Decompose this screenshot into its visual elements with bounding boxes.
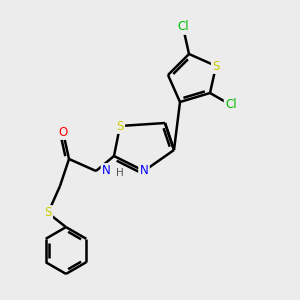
Text: S: S (212, 59, 220, 73)
Text: Cl: Cl (225, 98, 237, 112)
Text: S: S (44, 206, 52, 220)
Text: O: O (58, 125, 68, 139)
Text: S: S (116, 119, 124, 133)
Text: Cl: Cl (177, 20, 189, 34)
Text: N: N (102, 164, 111, 178)
Text: N: N (140, 164, 148, 178)
Text: H: H (116, 167, 124, 178)
